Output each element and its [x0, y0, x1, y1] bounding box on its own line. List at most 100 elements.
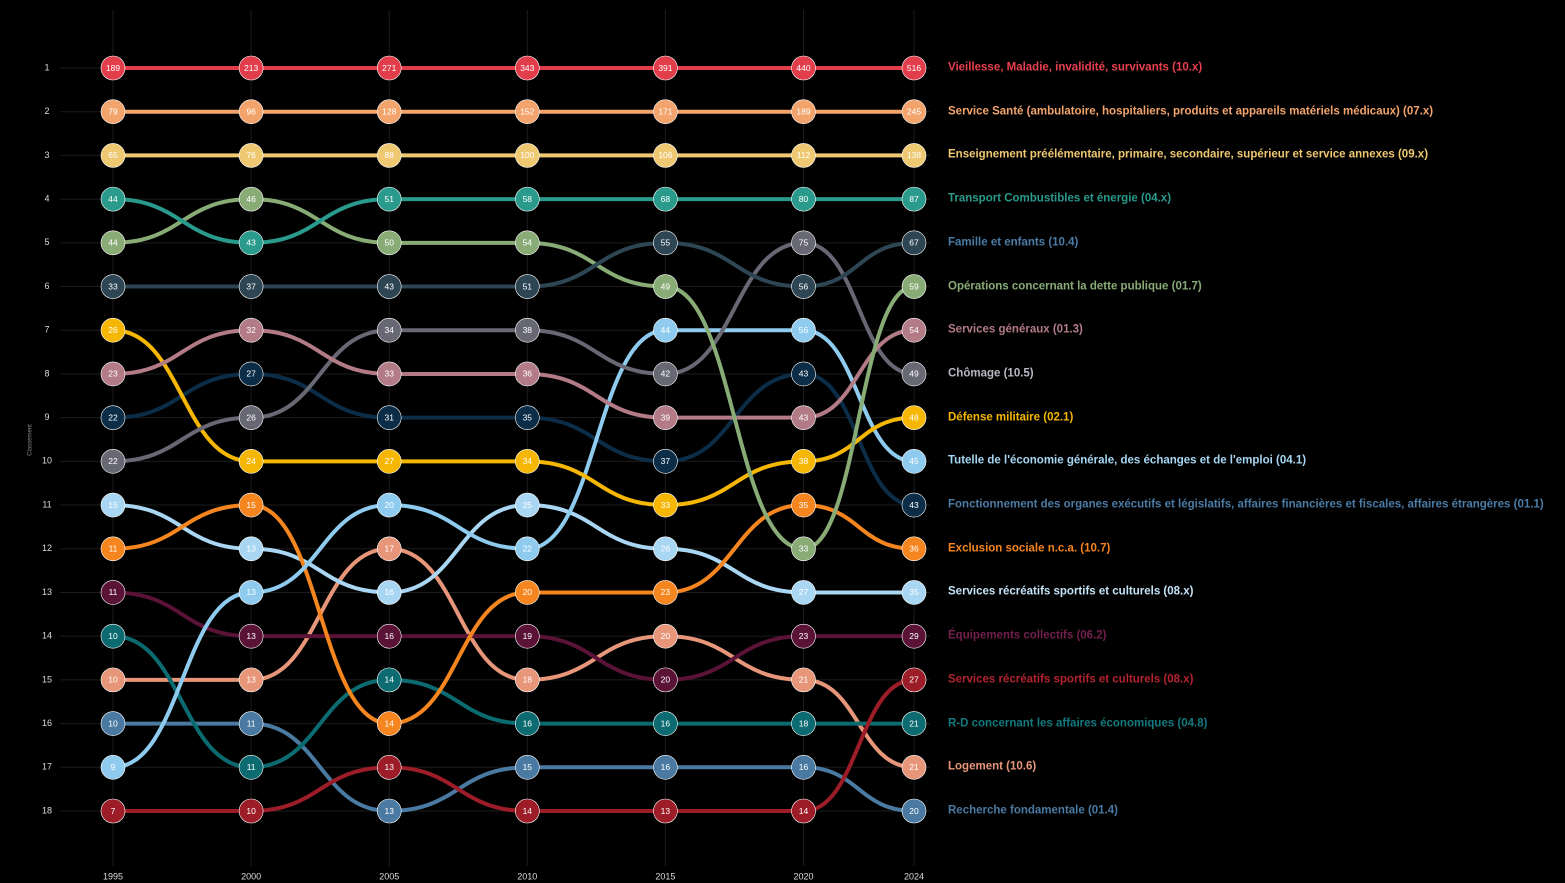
node-label: 152: [520, 106, 534, 116]
node: [238, 317, 264, 343]
x-tick-label: 2000: [241, 871, 261, 881]
node: [901, 536, 927, 562]
node-label: 29: [909, 631, 919, 641]
node-label: 37: [246, 281, 256, 291]
node: [100, 492, 126, 518]
y-tick-label: 8: [44, 368, 49, 378]
node-label: 21: [909, 718, 919, 728]
node-label: 16: [384, 631, 394, 641]
node: [791, 623, 816, 649]
node: [100, 623, 126, 649]
series-label: Exclusion sociale n.c.a. (10.7): [948, 542, 1111, 555]
node-label: 213: [244, 63, 258, 73]
node: [238, 711, 264, 736]
node-label: 11: [109, 587, 118, 597]
node: [791, 754, 816, 780]
node: [901, 754, 927, 780]
node-label: 440: [796, 63, 810, 73]
node-label: 26: [661, 544, 671, 554]
node: [376, 798, 402, 824]
node-label: 31: [384, 412, 394, 422]
node: [376, 230, 402, 256]
node: [238, 536, 264, 562]
node-label: 33: [661, 500, 671, 510]
node-label: 43: [384, 281, 394, 291]
node-label: 17: [384, 544, 394, 554]
node: [653, 536, 678, 562]
node-label: 59: [909, 281, 919, 291]
node-label: 35: [799, 500, 809, 510]
node-label: 49: [661, 281, 671, 291]
y-tick-label: 3: [44, 150, 49, 160]
node-label: 15: [108, 500, 118, 510]
node-label: 21: [909, 762, 919, 772]
node: [901, 623, 927, 649]
y-tick-label: 10: [42, 456, 52, 466]
node-label: 16: [799, 762, 809, 772]
nodes: 10 11 13 15 16 16 20 10 13 17 18 20 21 21 10 11 14 16 16 18…: [100, 55, 927, 824]
node-label: 18: [799, 718, 809, 728]
node-label: 24: [246, 456, 256, 466]
y-tick-label: 11: [42, 499, 51, 509]
node: [376, 449, 402, 474]
node: [238, 667, 264, 693]
node-label: 11: [109, 544, 118, 554]
node-label: 56: [799, 325, 809, 335]
node: [376, 492, 402, 518]
node: [515, 317, 540, 343]
node: [901, 492, 927, 518]
node-label: 20: [661, 675, 671, 685]
y-tick-label: 7: [44, 325, 49, 335]
y-tick-label: 14: [42, 631, 52, 641]
x-tick-label: 2010: [517, 871, 537, 881]
node: [653, 711, 678, 736]
node: [515, 99, 540, 125]
series-line: [111, 503, 916, 726]
series-label: R-D concernant les affaires économiques …: [948, 717, 1208, 730]
node: [653, 186, 678, 212]
node: [376, 754, 402, 780]
node: [791, 580, 816, 605]
node: [376, 711, 402, 736]
node-label: 75: [799, 238, 809, 248]
node-label: 80: [799, 194, 809, 204]
node-label: 42: [661, 369, 671, 379]
node: [515, 449, 540, 474]
node-label: 33: [384, 369, 394, 379]
node-label: 245: [907, 106, 921, 116]
node: [376, 536, 402, 562]
node: [376, 580, 402, 605]
node-label: 20: [909, 806, 919, 816]
node-label: 23: [661, 587, 671, 597]
series-label: Enseignement préélémentaire, primaire, s…: [948, 148, 1429, 161]
node-label: 79: [108, 106, 118, 116]
node-label: 44: [108, 238, 118, 248]
node-label: 10: [108, 631, 118, 641]
node-label: 27: [384, 456, 394, 466]
series-label: Vieillesse, Maladie, invalidité, surviva…: [948, 61, 1203, 74]
node-label: 343: [520, 63, 534, 73]
node-label: 76: [246, 150, 256, 160]
node: [238, 798, 264, 824]
node-label: 43: [246, 238, 256, 248]
node-label: 38: [799, 456, 809, 466]
node: [238, 274, 264, 299]
node: [901, 99, 927, 125]
node-label: 9: [111, 762, 116, 772]
node: [515, 361, 540, 387]
node-label: 14: [384, 718, 394, 728]
node-label: 11: [247, 762, 256, 772]
node: [653, 230, 678, 256]
node-label: 14: [384, 675, 394, 685]
node: [515, 274, 540, 299]
node: [100, 186, 126, 212]
node-label: 11: [247, 718, 256, 728]
node-label: 16: [384, 587, 394, 597]
node: [791, 449, 816, 474]
node: [653, 580, 678, 605]
node-label: 16: [661, 718, 671, 728]
node-label: 15: [523, 762, 533, 772]
node-label: 35: [523, 412, 533, 422]
node-label: 13: [246, 675, 256, 685]
